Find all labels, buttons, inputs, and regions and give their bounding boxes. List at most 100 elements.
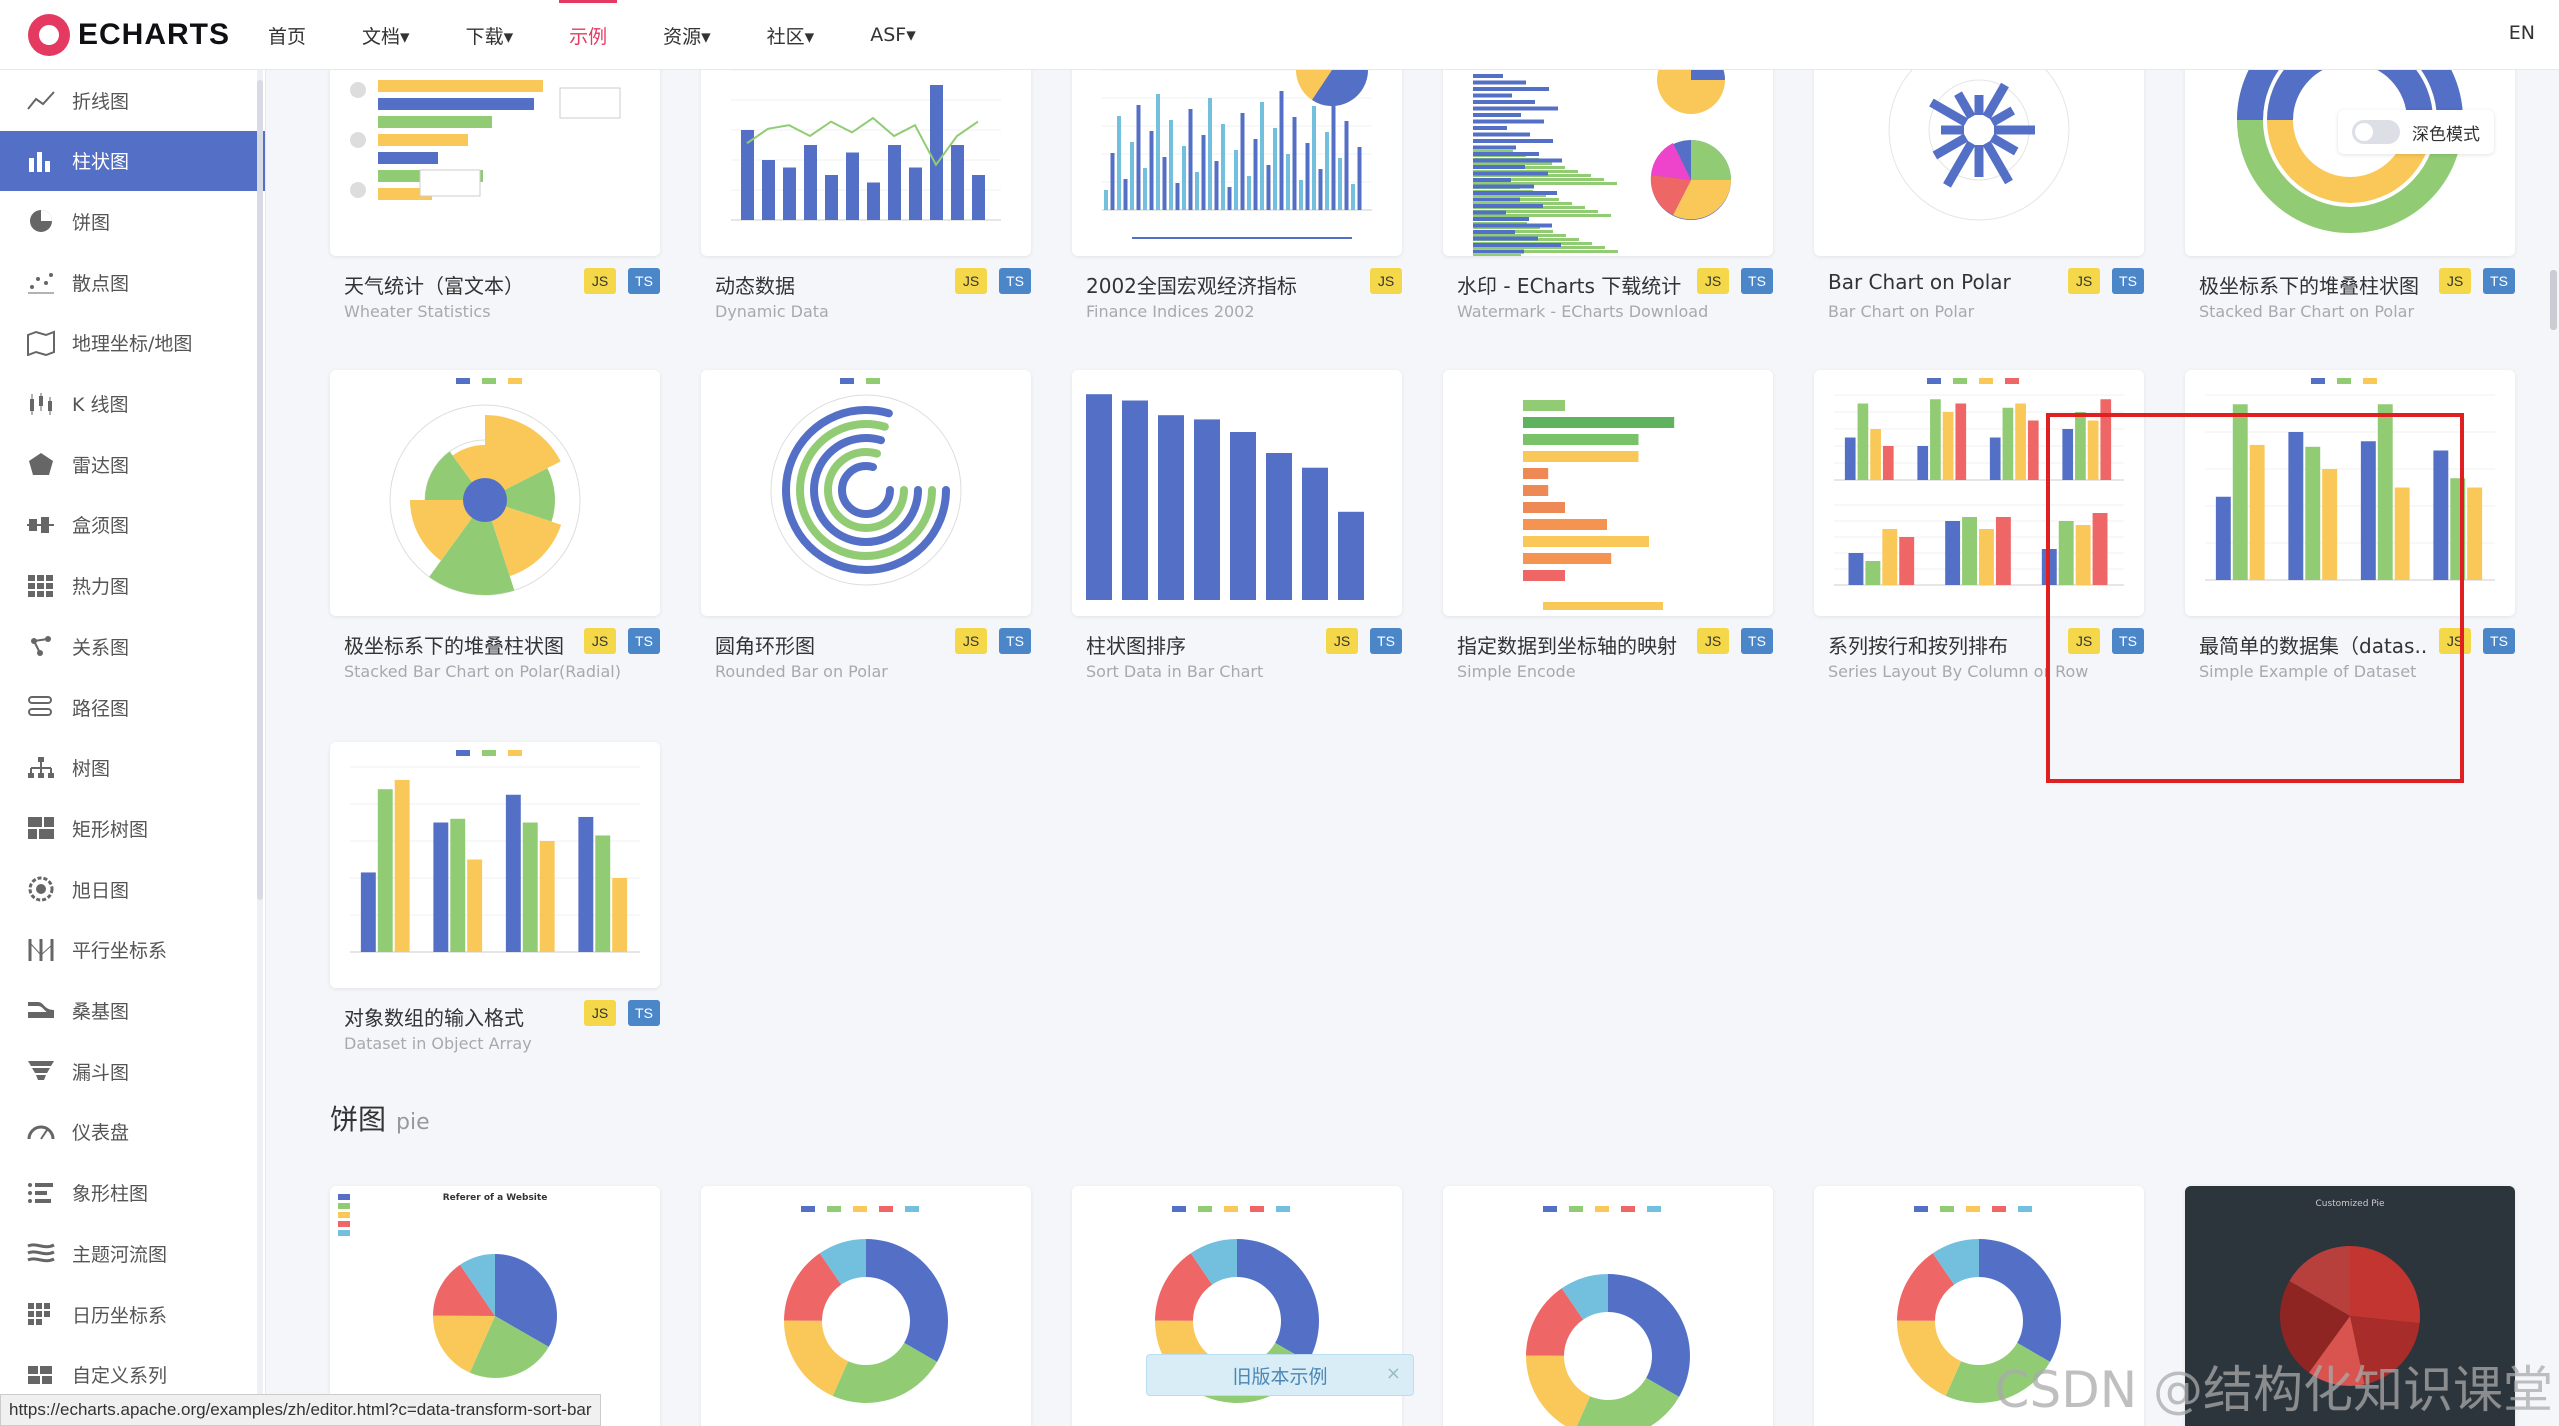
sidebar-item-10[interactable]: 路径图 — [0, 677, 265, 737]
sidebar-item-18[interactable]: 象形柱图 — [0, 1163, 265, 1223]
nav-item-6[interactable]: ASF▾ — [870, 24, 916, 46]
sidebar-item-14[interactable]: 平行坐标系 — [0, 920, 265, 980]
sidebar-item-2[interactable]: 饼图 — [0, 191, 265, 251]
nav-item-0[interactable]: 首页 — [268, 25, 307, 48]
js-badge[interactable]: JS — [584, 268, 616, 294]
legend-swatch — [2363, 378, 2377, 384]
pie-example-thumbnail[interactable]: Referer of a Website — [330, 1186, 660, 1426]
example-thumbnail[interactable] — [701, 370, 1031, 616]
nav-item-1[interactable]: 文档▾ — [362, 25, 410, 48]
sidebar-item-12[interactable]: 矩形树图 — [0, 798, 265, 858]
js-badge[interactable]: JS — [955, 268, 987, 294]
sidebar-item-0[interactable]: 折线图 — [0, 70, 265, 130]
js-badge[interactable]: JS — [1697, 628, 1729, 654]
page-scroll-thumb[interactable] — [2550, 270, 2557, 330]
bar — [1325, 132, 1329, 210]
example-thumbnail[interactable] — [1814, 370, 2144, 616]
nav-item-5[interactable]: 社区▾ — [766, 25, 815, 48]
ts-badge[interactable]: TS — [1370, 628, 1402, 654]
js-badge[interactable]: JS — [955, 628, 987, 654]
js-badge[interactable]: JS — [2068, 628, 2100, 654]
js-badge[interactable]: JS — [1697, 268, 1729, 294]
close-icon[interactable]: × — [1385, 1363, 1401, 1384]
nav-item-4[interactable]: 资源▾ — [663, 25, 711, 48]
example-thumbnail[interactable] — [1443, 70, 1773, 256]
ts-badge[interactable]: TS — [628, 1000, 660, 1026]
ts-badge[interactable]: TS — [628, 628, 660, 654]
sidebar-item-21[interactable]: 自定义系列 — [0, 1345, 265, 1405]
ts-badge[interactable]: TS — [2483, 268, 2515, 294]
example-title[interactable]: 极坐标系下的堆叠柱状图 — [2199, 274, 2419, 298]
example-title[interactable]: 指定数据到坐标轴的映射 — [1457, 634, 1677, 658]
ts-badge[interactable]: TS — [628, 268, 660, 294]
example-title[interactable]: 天气统计（富文本） — [344, 274, 524, 298]
sidebar-item-5[interactable]: K 线图 — [0, 374, 265, 434]
ts-badge[interactable]: TS — [2483, 628, 2515, 654]
old-version-link[interactable]: 旧版本示例 — [1232, 1365, 1328, 1388]
ts-badge[interactable]: TS — [999, 628, 1031, 654]
sidebar-item-11[interactable]: 树图 — [0, 738, 265, 798]
js-badge[interactable]: JS — [1326, 628, 1358, 654]
example-thumbnail[interactable] — [2185, 70, 2515, 256]
ts-badge[interactable]: TS — [1741, 268, 1773, 294]
sidebar-item-15[interactable]: 桑基图 — [0, 981, 265, 1041]
example-title[interactable]: 对象数组的输入格式 — [344, 1006, 524, 1030]
example-thumbnail[interactable] — [1072, 370, 1402, 616]
example-thumbnail[interactable] — [1814, 70, 2144, 256]
example-title[interactable]: 2002全国宏观经济指标 — [1086, 274, 1297, 298]
example-title[interactable]: 极坐标系下的堆叠柱状图 — [344, 634, 564, 658]
sankey-icon — [28, 1001, 54, 1018]
example-title[interactable]: 动态数据 — [715, 274, 795, 298]
sidebar-item-17[interactable]: 仪表盘 — [0, 1102, 265, 1162]
sidebar-item-4[interactable]: 地理坐标/地图 — [0, 313, 265, 373]
sidebar-item-6[interactable]: 雷达图 — [0, 434, 265, 494]
thumbnail-chart — [350, 750, 640, 953]
sidebar-item-7[interactable]: 盒须图 — [0, 495, 265, 555]
js-badge[interactable]: JS — [2439, 268, 2471, 294]
pie-example-thumbnail[interactable] — [1443, 1186, 1773, 1426]
example-thumbnail[interactable] — [701, 70, 1031, 256]
example-title[interactable]: 水印 - ECharts 下载统计 — [1457, 274, 1682, 298]
example-title[interactable]: 柱状图排序 — [1086, 634, 1186, 658]
example-thumbnail[interactable] — [1443, 370, 1773, 616]
example-title[interactable]: 系列按行和按列排布 — [1828, 634, 2008, 658]
js-badge[interactable]: JS — [584, 628, 616, 654]
example-thumbnail[interactable] — [330, 70, 660, 256]
example-title[interactable]: Bar Chart on Polar — [1828, 270, 2011, 294]
sidebar-item-9[interactable]: 关系图 — [0, 616, 265, 676]
nav-item-3[interactable]: 示例 — [541, 0, 635, 70]
js-badge[interactable]: JS — [1370, 268, 1402, 294]
ts-badge[interactable]: TS — [1741, 628, 1773, 654]
pie-slice — [832, 1342, 938, 1403]
sidebar-item-13[interactable]: 旭日图 — [0, 859, 265, 919]
pie-example-thumbnail[interactable] — [1814, 1186, 2144, 1426]
old-version-notice[interactable]: 旧版本示例 × — [1146, 1354, 1414, 1396]
sidebar-scrollbar[interactable] — [257, 70, 263, 1426]
dark-mode-toggle[interactable]: 深色模式 — [2338, 110, 2494, 154]
js-badge[interactable]: JS — [584, 1000, 616, 1026]
sidebar-item-19[interactable]: 主题河流图 — [0, 1223, 265, 1283]
pie-example-thumbnail[interactable]: Customized Pie — [2185, 1186, 2515, 1426]
sidebar-item-20[interactable]: 日历坐标系 — [0, 1284, 265, 1344]
page-scrollbar[interactable] — [2548, 70, 2559, 1426]
echarts-logo[interactable]: ECHARTS — [28, 14, 230, 56]
example-title[interactable]: 圆角环形图 — [715, 634, 815, 658]
pie-example-thumbnail[interactable] — [701, 1186, 1031, 1426]
sidebar-item-16[interactable]: 漏斗图 — [0, 1041, 265, 1101]
sidebar-scroll-thumb[interactable] — [257, 80, 263, 900]
dark-mode-switch[interactable] — [2352, 120, 2400, 144]
js-badge[interactable]: JS — [2068, 268, 2100, 294]
ts-badge[interactable]: TS — [2112, 268, 2144, 294]
sidebar-item-8[interactable]: 热力图 — [0, 556, 265, 616]
example-thumbnail[interactable] — [1072, 70, 1402, 256]
ts-badge[interactable]: TS — [999, 268, 1031, 294]
example-thumbnail[interactable] — [330, 742, 660, 988]
sidebar-item-1[interactable]: 柱状图 — [0, 130, 265, 191]
ts-badge[interactable]: TS — [2112, 628, 2144, 654]
nav-item-2[interactable]: 下载▾ — [465, 25, 514, 48]
language-switch[interactable]: EN — [2508, 22, 2535, 44]
example-title[interactable]: 最简单的数据集（datas... — [2199, 634, 2429, 658]
example-thumbnail[interactable] — [330, 370, 660, 616]
js-badge[interactable]: JS — [2439, 628, 2471, 654]
sidebar-item-3[interactable]: 散点图 — [0, 252, 265, 312]
